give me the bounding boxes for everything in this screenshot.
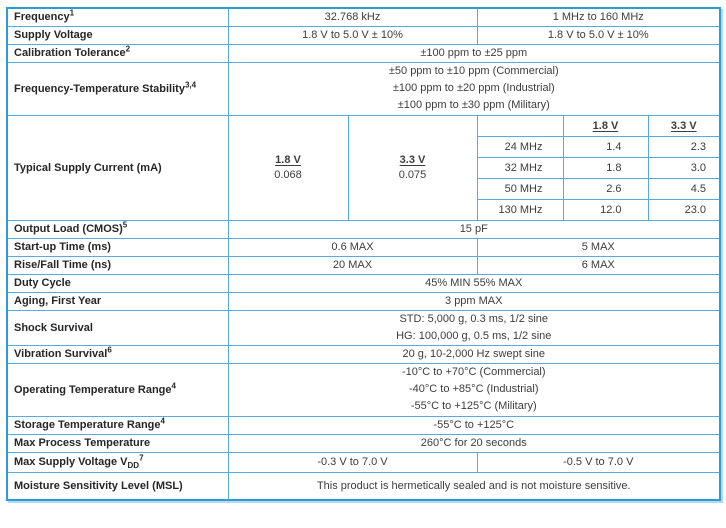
row-label-rise-fall-time: Rise/Fall Time (ns) [6, 255, 229, 275]
row-label-calibration-tolerance: Calibration Tolerance2 [6, 43, 229, 63]
footnote-marker: 4 [171, 380, 176, 390]
supply-current-33v-value: 0.075 [398, 168, 427, 181]
spec-row-frequency: Frequency1 32.768 kHz 1 MHz to 160 MHz [6, 7, 721, 27]
storage-temp-value: -55°C to +125°C [227, 415, 721, 435]
stability-commercial: ±50 ppm to ±10 ppm (Commercial) [388, 65, 559, 77]
spec-row-output-load: Output Load (CMOS)5 15 pF [6, 219, 721, 239]
stability-industrial: ±100 ppm to ±20 ppm (Industrial) [392, 82, 555, 94]
mhz-130-18v: 12.0 [562, 198, 649, 221]
row-label-freq-temp-stability: Frequency-Temperature Stability3,4 [6, 61, 229, 116]
spec-row-shock-survival: Shock Survival STD: 5,000 g, 0.3 ms, 1/2… [6, 309, 721, 346]
spec-row-max-supply-voltage: Max Supply Voltage VDD7 -0.3 V to 7.0 V … [6, 451, 721, 473]
mhz-freq-50: 50 MHz [476, 177, 564, 200]
operating-temp-value: -10°C to +70°C (Commercial) -40°C to +85… [227, 362, 721, 417]
optemp-industrial: -40°C to +85°C (Industrial) [408, 383, 539, 395]
mhz-24-33v: 2.3 [647, 135, 721, 158]
supply-current-18v-block: 1.8 V 0.068 [227, 114, 349, 221]
spec-row-calibration-tolerance: Calibration Tolerance2 ±100 ppm to ±25 p… [6, 43, 721, 63]
row-label-shock-survival: Shock Survival [6, 309, 229, 346]
mhz-freq-24: 24 MHz [476, 135, 564, 158]
spec-row-supply-voltage: Supply Voltage 1.8 V to 5.0 V ± 10% 1.8 … [6, 25, 721, 45]
supply-voltage-khz-value: 1.8 V to 5.0 V ± 10% [227, 25, 478, 45]
shock-hg-line: HG: 100,000 g, 0.5 ms, 1/2 sine [396, 329, 552, 342]
shock-survival-value: STD: 5,000 g, 0.3 ms, 1/2 sine HG: 100,0… [227, 309, 721, 346]
spec-row-aging: Aging, First Year 3 ppm MAX [6, 291, 721, 311]
row-label-msl: Moisture Sensitivity Level (MSL) [6, 471, 229, 501]
max-supply-voltage-mhz-value: -0.5 V to 7.0 V [476, 451, 721, 473]
frequency-khz-value: 32.768 kHz [227, 7, 478, 27]
footnote-marker: 6 [107, 345, 112, 355]
row-label-startup-time: Start-up Time (ms) [6, 237, 229, 257]
mhz-50-33v: 4.5 [647, 177, 721, 200]
row-label-operating-temp: Operating Temperature Range4 [6, 362, 229, 417]
max-supply-voltage-khz-value: -0.3 V to 7.0 V [227, 451, 478, 473]
shock-std-line: STD: 5,000 g, 0.3 ms, 1/2 sine [399, 312, 549, 325]
output-load-value: 15 pF [227, 219, 721, 239]
calibration-tolerance-value: ±100 ppm to ±25 ppm [227, 43, 721, 63]
supply-current-33v-header: 3.3 V [399, 153, 426, 166]
mhz-freq-32: 32 MHz [476, 156, 564, 179]
msl-value: This product is hermetically sealed and … [227, 471, 721, 501]
spec-row-rise-fall-time: Rise/Fall Time (ns) 20 MAX 6 MAX [6, 255, 721, 275]
mhz-24-18v: 1.4 [562, 135, 649, 158]
mhz-row-130: 130 MHz 12.0 23.0 [7, 198, 721, 221]
footnote-marker: 4 [160, 416, 165, 426]
footnote-marker: 3,4 [184, 79, 197, 89]
footnote-marker: 7 [139, 453, 144, 463]
max-process-temp-value: 260°C for 20 seconds [227, 433, 721, 453]
row-label-storage-temp: Storage Temperature Range4 [6, 415, 229, 435]
specifications-table: Frequency1 32.768 kHz 1 MHz to 160 MHz S… [6, 7, 722, 501]
datasheet-page: Frequency1 32.768 kHz 1 MHz to 160 MHz S… [6, 7, 722, 501]
mhz-33v-header: 3.3 V [647, 114, 721, 137]
spec-row-max-process-temp: Max Process Temperature 260°C for 20 sec… [6, 433, 721, 453]
vibration-survival-value: 20 g, 10-2,000 Hz swept sine [227, 344, 721, 364]
supply-current-33v-block: 3.3 V 0.075 [347, 114, 478, 221]
spec-row-freq-temp-stability: Frequency-Temperature Stability3,4 ±50 p… [6, 61, 721, 116]
spec-row-supply-current: Typical Supply Current (mA) 1.8 V 0.068 … [6, 114, 721, 221]
mhz-50-18v: 2.6 [562, 177, 649, 200]
frequency-mhz-value: 1 MHz to 160 MHz [476, 7, 721, 27]
spec-row-operating-temp: Operating Temperature Range4 -10°C to +7… [6, 362, 721, 417]
footnote-marker: 5 [122, 220, 128, 230]
mhz-32-18v: 1.8 [562, 156, 649, 179]
mhz-freq-130: 130 MHz [476, 198, 564, 221]
row-label-aging: Aging, First Year [6, 291, 229, 311]
row-label-max-process-temp: Max Process Temperature [6, 433, 229, 453]
spec-row-msl: Moisture Sensitivity Level (MSL) This pr… [6, 471, 721, 501]
mhz-corner-cell [476, 114, 564, 137]
rise-fall-khz-value: 20 MAX [227, 255, 478, 275]
row-label-output-load: Output Load (CMOS)5 [6, 219, 229, 239]
mhz-row-32: 32 MHz 1.8 3.0 [7, 156, 721, 179]
supply-current-18v-header: 1.8 V [275, 153, 301, 166]
startup-time-mhz-value: 5 MAX [476, 237, 721, 257]
freq-temp-stability-value: ±50 ppm to ±10 ppm (Commercial) ±100 ppm… [227, 61, 721, 116]
row-label-supply-voltage: Supply Voltage [6, 25, 229, 45]
row-label-frequency: Frequency1 [6, 7, 229, 27]
aging-value: 3 ppm MAX [227, 291, 721, 311]
startup-time-khz-value: 0.6 MAX [227, 237, 478, 257]
optemp-military: -55°C to +125°C (Military) [410, 400, 537, 412]
duty-cycle-value: 45% MIN 55% MAX [227, 273, 721, 293]
footnote-marker: 2 [125, 44, 131, 54]
footnote-marker: 1 [69, 8, 75, 18]
mhz-32-33v: 3.0 [647, 156, 721, 179]
rise-fall-mhz-value: 6 MAX [476, 255, 721, 275]
spec-row-duty-cycle: Duty Cycle 45% MIN 55% MAX [6, 273, 721, 293]
stability-military: ±100 ppm to ±30 ppm (Military) [397, 99, 550, 111]
row-label-max-supply-voltage: Max Supply Voltage VDD7 [6, 451, 229, 473]
spec-row-startup-time: Start-up Time (ms) 0.6 MAX 5 MAX [6, 237, 721, 257]
row-label-supply-current: Typical Supply Current (mA) [6, 114, 229, 221]
mhz-18v-header: 1.8 V [562, 114, 649, 137]
supply-current-18v-value: 0.068 [274, 168, 302, 181]
mhz-130-33v: 23.0 [647, 198, 721, 221]
spec-row-storage-temp: Storage Temperature Range4 -55°C to +125… [6, 415, 721, 435]
spec-row-vibration-survival: Vibration Survival6 20 g, 10-2,000 Hz sw… [6, 344, 721, 364]
row-label-duty-cycle: Duty Cycle [6, 273, 229, 293]
optemp-commercial: -10°C to +70°C (Commercial) [401, 366, 546, 378]
supply-voltage-mhz-value: 1.8 V to 5.0 V ± 10% [476, 25, 721, 45]
vdd-subscript: DD [127, 461, 140, 471]
row-label-vibration-survival: Vibration Survival6 [6, 344, 229, 364]
